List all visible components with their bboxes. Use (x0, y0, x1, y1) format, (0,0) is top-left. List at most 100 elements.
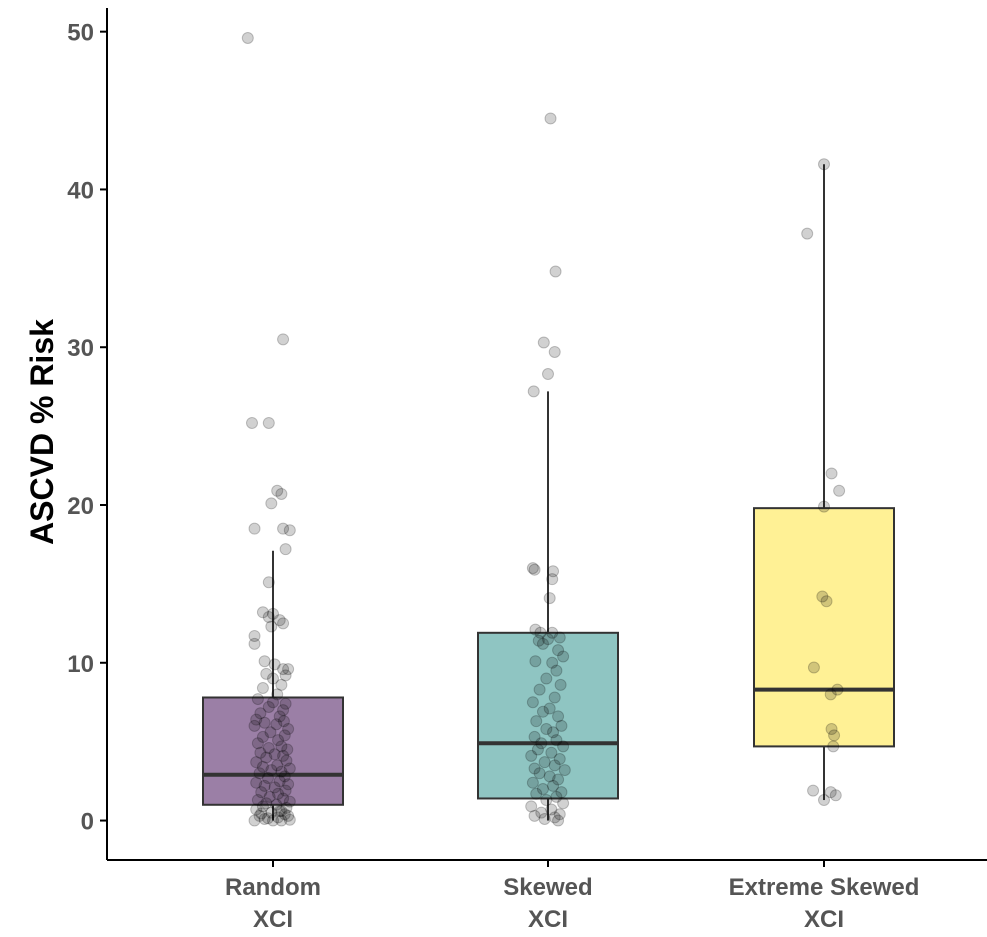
data-point (250, 713, 263, 726)
data-point (824, 786, 837, 799)
box-group-3 (753, 164, 895, 801)
data-point (557, 650, 570, 663)
axes-layer: 0 10 20 30 40 50 Random XCI Skewed XCI Extreme Ske… (67, 8, 987, 933)
data-point (264, 726, 277, 739)
data-point (265, 764, 278, 777)
y-tick-label: 40 (67, 177, 94, 204)
data-point (241, 31, 254, 44)
data-point (282, 778, 295, 791)
data-point (272, 787, 285, 800)
data-point (267, 672, 279, 685)
data-point (265, 497, 278, 510)
data-point (528, 730, 541, 743)
data-point (536, 783, 549, 795)
data-point (279, 669, 292, 682)
data-point (250, 756, 263, 769)
data-point (255, 786, 268, 799)
data-point (277, 522, 290, 535)
data-point (538, 812, 551, 825)
data-point (258, 655, 271, 668)
data-point (529, 623, 542, 636)
data-point (546, 626, 559, 639)
data-point (542, 633, 554, 646)
data-point (275, 765, 288, 778)
data-point (251, 794, 264, 807)
data-point (545, 803, 558, 816)
data-point (547, 779, 560, 792)
data-point (554, 678, 567, 691)
data-point (540, 672, 553, 685)
data-point (281, 743, 294, 756)
data-point (283, 524, 296, 537)
data-point (818, 794, 830, 807)
box-group-1 (202, 550, 344, 821)
data-point (545, 746, 558, 759)
data-point (535, 806, 548, 819)
data-point (540, 723, 553, 736)
data-point (526, 562, 539, 575)
data-point (543, 770, 556, 783)
data-point (555, 786, 568, 799)
data-point (550, 790, 563, 803)
iqr-box (753, 507, 895, 748)
data-point (258, 779, 271, 792)
data-point (552, 814, 565, 827)
data-point (816, 590, 829, 603)
data-point (536, 705, 549, 718)
data-point (265, 806, 278, 819)
data-point (275, 678, 288, 691)
data-point (532, 634, 545, 647)
data-point (280, 801, 293, 814)
data-point (275, 487, 288, 500)
y-tick-label: 20 (67, 493, 94, 520)
data-point (270, 718, 283, 731)
data-point (282, 663, 295, 676)
data-point (820, 595, 833, 608)
data-point (818, 500, 830, 513)
data-point (528, 762, 541, 775)
data-point (253, 767, 266, 780)
data-point (278, 729, 291, 742)
data-point (277, 617, 290, 630)
data-point (544, 112, 557, 125)
data-point (829, 789, 842, 802)
data-point (553, 631, 566, 644)
data-point (273, 775, 286, 788)
data-point (268, 781, 281, 794)
data-point (283, 762, 296, 775)
points-layer (241, 31, 846, 827)
data-point (536, 637, 549, 650)
data-point (818, 158, 830, 171)
data-point (248, 814, 261, 827)
data-point (271, 759, 284, 772)
data-point (275, 814, 288, 827)
data-point (278, 770, 291, 783)
data-point (256, 606, 269, 619)
data-point (262, 741, 275, 754)
x-tick-label-line1: Extreme Skewed (729, 874, 920, 901)
data-point (277, 792, 290, 805)
data-point (550, 664, 563, 677)
data-point (533, 767, 546, 780)
data-point (277, 715, 290, 728)
data-point (277, 663, 290, 676)
data-point (807, 661, 820, 674)
data-point (552, 773, 565, 786)
y-tick-label: 0 (81, 809, 94, 836)
iqr-box (477, 631, 619, 800)
data-point (258, 812, 271, 825)
data-point (248, 637, 261, 650)
data-point (540, 794, 553, 807)
data-point (807, 784, 820, 797)
data-point (268, 658, 281, 671)
box-group-2 (477, 391, 619, 821)
data-point (824, 688, 837, 701)
data-point (558, 764, 571, 777)
data-point (279, 697, 292, 710)
y-tick-label: 50 (67, 20, 94, 47)
data-point (557, 797, 570, 810)
data-point (546, 573, 559, 586)
data-point (254, 746, 267, 759)
data-point (275, 805, 288, 818)
